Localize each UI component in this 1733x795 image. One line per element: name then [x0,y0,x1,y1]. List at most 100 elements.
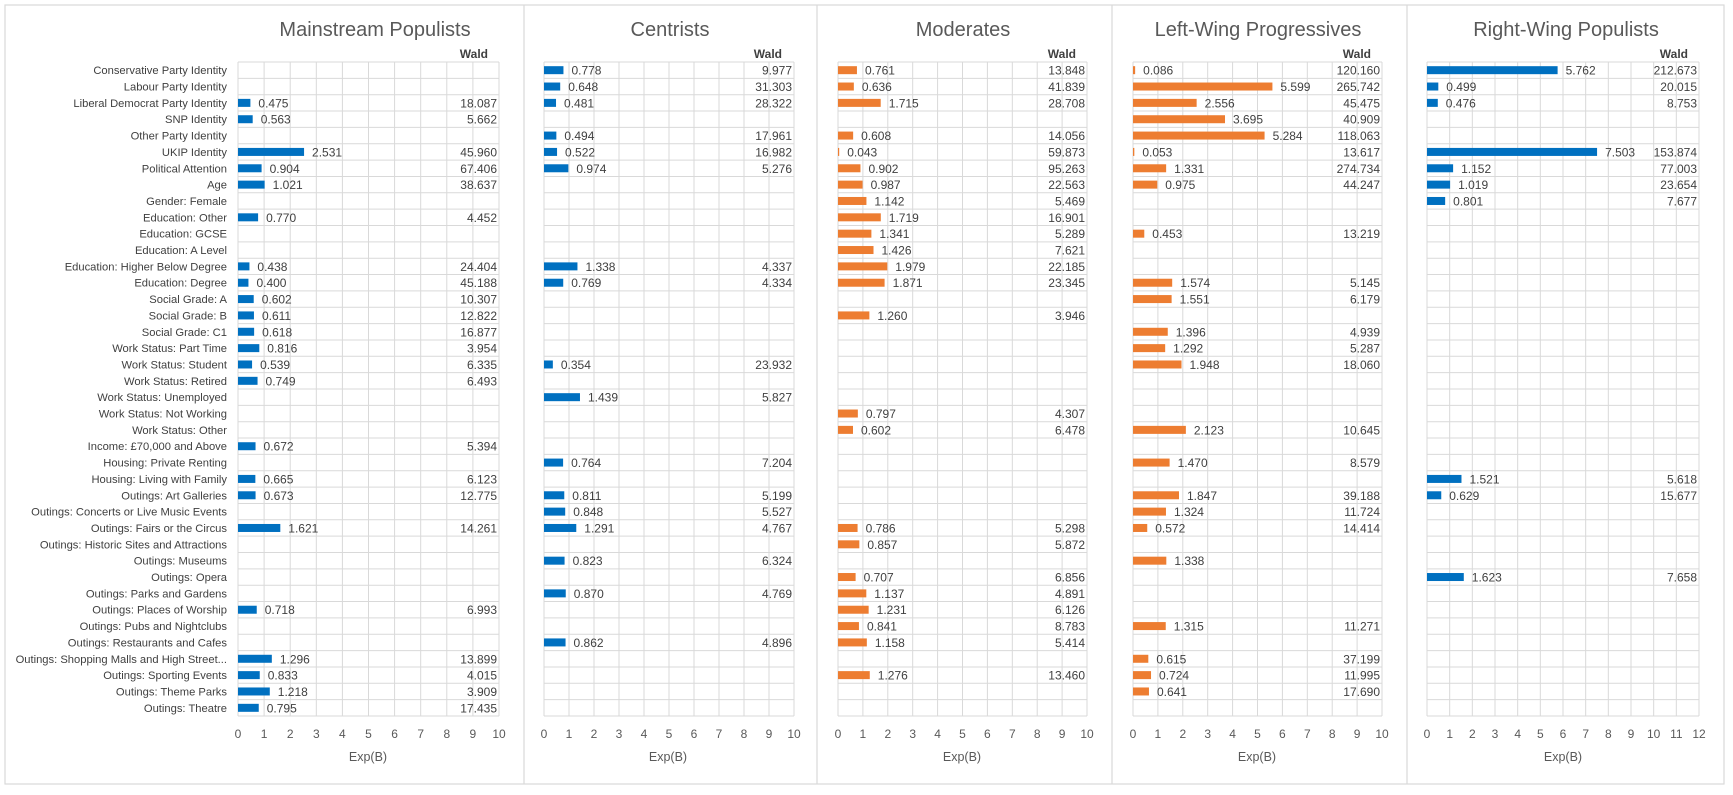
bar-value-label: 2.531 [312,145,342,159]
bar [238,147,305,156]
bar [1427,180,1451,189]
bar [544,360,553,369]
bar [1133,327,1168,336]
bar-value-label: 0.801 [1453,194,1483,208]
wald-value: 17.961 [755,129,792,143]
gridlines [237,61,500,717]
x-tick-label: 11 [1670,727,1683,741]
bar [1427,147,1598,156]
x-tick-label: 9 [1354,727,1361,741]
bar [838,589,867,598]
bar [238,262,250,271]
bar-value-label: 7.503 [1605,145,1635,159]
wald-value: 14.056 [1048,129,1085,143]
bar [1133,147,1135,156]
wald-value: 5.145 [1350,276,1380,290]
wald-value: 23.345 [1048,276,1085,290]
bar-value-label: 0.987 [871,178,901,192]
gridlines [837,61,1088,717]
bar-value-label: 1.470 [1178,456,1208,470]
x-tick-label: 7 [417,727,424,741]
bar [1133,295,1172,304]
bar [238,164,262,173]
bar [838,82,854,91]
wald-value: 28.708 [1048,96,1085,110]
x-tick-label: 3 [616,727,623,741]
wald-value: 44.247 [1343,178,1380,192]
bar [238,295,254,304]
bar-value-label: 0.841 [867,620,897,634]
x-tick-label: 2 [591,727,598,741]
bar-value-label: 0.608 [861,129,891,143]
bar-value-label: 1.324 [1174,505,1204,519]
bar-value-label: 0.648 [568,80,598,94]
bar [838,425,853,434]
bar-value-label: 1.396 [1176,325,1206,339]
x-tick-label: 8 [443,727,450,741]
x-tick-label: 12 [1692,727,1706,741]
bar [238,115,253,124]
bar-value-label: 0.629 [1449,489,1479,503]
bar-value-label: 0.481 [564,96,594,110]
wald-value: 45.960 [460,145,497,159]
x-tick-label: 2 [1179,727,1186,741]
bar-value-label: 0.572 [1155,521,1185,535]
wald-value: 45.188 [460,276,497,290]
wald-value: 17.435 [460,701,497,715]
bar-value-label: 0.786 [866,521,896,535]
bar [238,474,256,483]
wald-value: 6.123 [467,472,497,486]
bar [544,147,558,156]
wald-header: Wald [460,47,488,61]
wald-value: 38.637 [460,178,497,192]
x-tick-label: 6 [1560,727,1567,741]
category-label: SNP Identity [165,114,227,126]
category-label: Outings: Opera [151,572,228,584]
x-tick-label: 2 [884,727,891,741]
category-label: Political Attention [142,163,227,175]
x-tick-label: 3 [909,727,916,741]
bar [544,491,565,500]
bar-value-label: 1.439 [588,391,618,405]
panel-moderates: Moderates Wald Exp(B) 0 1 2 3 4 5 6 7 8 9 10 0.761 1… [835,19,1094,764]
wald-value: 4.891 [1055,587,1085,601]
bar [1427,164,1454,173]
bar [838,66,857,75]
bar [544,164,569,173]
bar [544,458,564,467]
category-label: Social Grade: C1 [142,327,227,339]
bar-value-label: 1.331 [1174,162,1204,176]
bar [238,278,249,287]
wald-header: Wald [1660,47,1688,61]
wald-value: 5.827 [762,391,792,405]
bar-value-label: 0.475 [258,96,288,110]
category-label: Work Status: Student [121,359,227,371]
category-label: Education: Degree [134,278,227,290]
bar-value-label: 5.599 [1280,80,1310,94]
wald-value: 8.753 [1667,96,1697,110]
x-tick-label: 10 [1375,727,1389,741]
bar [238,671,260,680]
x-tick-label: 10 [1080,727,1094,741]
wald-value: 18.060 [1343,358,1380,372]
bar-value-label: 0.086 [1143,64,1173,78]
bar [238,344,260,353]
bar [1133,344,1166,353]
category-label: Work Status: Retired [124,376,227,388]
wald-value: 274.734 [1337,162,1381,176]
wald-value: 5.527 [762,505,792,519]
bar-value-label: 1.019 [1458,178,1488,192]
bar-value-label: 1.948 [1190,358,1220,372]
category-label: Conservative Party Identity [93,65,227,77]
bar-value-label: 0.769 [571,276,601,290]
x-tick-label: 6 [691,727,698,741]
x-axis-title: Exp(B) [649,750,687,764]
bar [1133,98,1197,107]
bar-value-label: 0.400 [256,276,286,290]
x-tick-label: 7 [1304,727,1311,741]
wald-value: 11.724 [1344,505,1380,519]
bar [1133,278,1173,287]
bar-value-label: 0.672 [264,440,294,454]
bar-value-label: 0.718 [265,603,295,617]
